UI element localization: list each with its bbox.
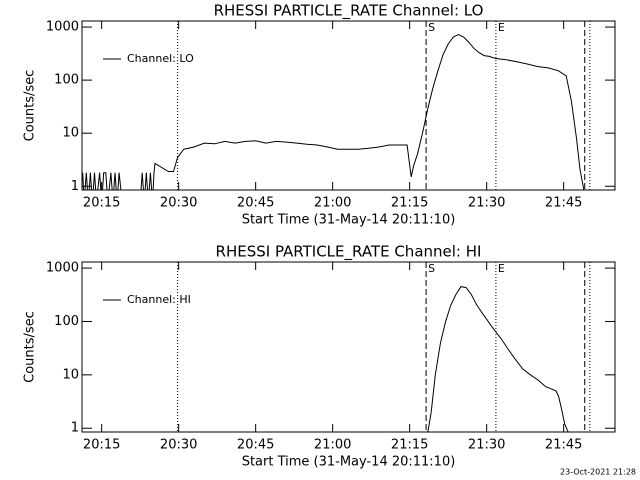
x-tick-label: 20:45 bbox=[237, 438, 274, 453]
x-tick-label: 20:15 bbox=[83, 438, 120, 453]
x-axis-label: Start Time (31-May-14 20:11:10) bbox=[242, 213, 456, 228]
x-tick-label: 21:15 bbox=[391, 196, 428, 211]
y-tick-label: 10 bbox=[62, 126, 79, 141]
marker-label: S bbox=[428, 21, 435, 34]
y-tick-label: 1 bbox=[71, 179, 79, 194]
x-tick-label: 21:30 bbox=[468, 196, 505, 211]
y-tick-label: 1 bbox=[71, 421, 79, 436]
x-tick-label: 20:45 bbox=[237, 196, 274, 211]
chart-title: RHESSI PARTICLE_RATE Channel: LO bbox=[214, 2, 484, 21]
marker-label: E bbox=[498, 21, 505, 34]
plot-frame bbox=[81, 261, 616, 433]
legend-label: Channel: HI bbox=[127, 293, 191, 306]
x-axis-label: Start Time (31-May-14 20:11:10) bbox=[242, 455, 456, 470]
marker-label: S bbox=[428, 262, 435, 275]
y-tick-label: 10 bbox=[62, 367, 79, 382]
x-tick-label: 21:00 bbox=[314, 196, 351, 211]
x-tick-label: 21:00 bbox=[314, 438, 351, 453]
x-tick-label: 20:15 bbox=[83, 196, 120, 211]
x-tick-label: 21:30 bbox=[468, 438, 505, 453]
x-tick-label: 21:15 bbox=[391, 438, 428, 453]
data-line bbox=[427, 286, 569, 432]
y-tick-label: 1000 bbox=[46, 20, 79, 35]
x-tick-label: 20:30 bbox=[160, 196, 197, 211]
y-tick-label: 100 bbox=[54, 73, 79, 88]
y-tick-label: 100 bbox=[54, 314, 79, 329]
footer-date: 23-Oct-2021 21:28 bbox=[560, 468, 636, 477]
chart-title: RHESSI PARTICLE_RATE Channel: HI bbox=[216, 243, 482, 262]
legend-label: Channel: LO bbox=[127, 52, 194, 65]
y-axis-label: Counts/sec bbox=[23, 311, 38, 383]
x-tick-label: 21:45 bbox=[545, 438, 582, 453]
y-tick-label: 1000 bbox=[46, 261, 79, 276]
x-tick-label: 21:45 bbox=[545, 196, 582, 211]
x-tick-label: 20:30 bbox=[160, 438, 197, 453]
plot-frame bbox=[81, 20, 616, 191]
y-axis-label: Counts/sec bbox=[23, 70, 38, 142]
data-line bbox=[82, 34, 585, 190]
marker-label: E bbox=[498, 262, 505, 275]
